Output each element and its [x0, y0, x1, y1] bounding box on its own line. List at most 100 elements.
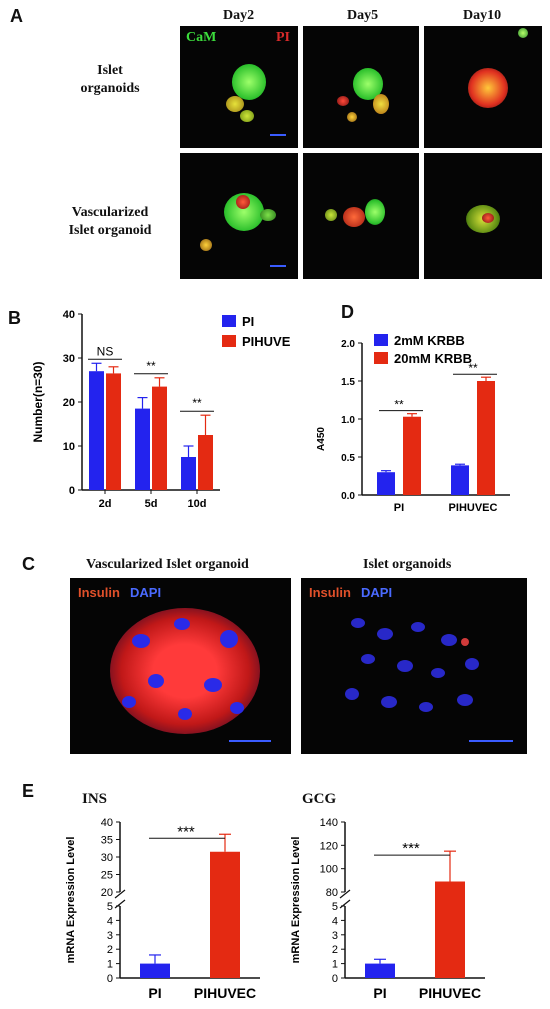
- x-tick-label: 2d: [99, 498, 112, 510]
- legend-label: PIHUVE: [242, 334, 291, 349]
- chart-e-gcg: 0 1 2 3 4 5 80 100 120 140 mRNA Expression Level PI…: [290, 817, 485, 1001]
- legend-swatch: [374, 334, 388, 346]
- y-tick-label: 40: [101, 817, 113, 829]
- nucleus: [465, 658, 479, 670]
- x-tick-label: PIHUVEC: [194, 985, 256, 1001]
- organoid-blob: [373, 94, 389, 114]
- y-tick-label: 35: [101, 835, 113, 847]
- y-tick-label: 3: [107, 930, 113, 942]
- organoid-blob: [518, 28, 528, 38]
- y-tick-label: 1.0: [341, 415, 355, 426]
- bar: [106, 373, 121, 490]
- row-label-vascularized: Vascularized Islet organoid: [68, 205, 152, 238]
- micrograph-vascularized-day5: [303, 153, 419, 279]
- y-tick-label: 1.5: [341, 377, 355, 388]
- x-tick-label: PI: [394, 502, 404, 514]
- organoid-blob: [200, 239, 212, 251]
- panel-a-letter: A: [10, 6, 23, 26]
- stain-label-insulin: Insulin: [78, 585, 120, 600]
- micrograph-vascularized-insulin: Insulin DAPI: [70, 578, 291, 754]
- y-tick-label: 0.5: [341, 453, 355, 464]
- nucleus: [220, 630, 238, 648]
- x-tick-label: 10d: [188, 498, 207, 510]
- significance-label: ***: [402, 840, 420, 857]
- significance-label: **: [394, 398, 404, 412]
- axis-break-mark: [339, 899, 351, 909]
- panel-d-letter: D: [341, 302, 354, 322]
- row-label-islet-organoids: Islet organoids: [80, 63, 140, 96]
- panel-b-letter: B: [8, 308, 21, 328]
- micrograph-islet-insulin: Insulin DAPI: [301, 578, 527, 754]
- nucleus: [377, 628, 393, 640]
- nucleus: [148, 674, 164, 688]
- panel-c-letter: C: [22, 554, 35, 574]
- bar: [89, 371, 104, 490]
- y-tick-label: 100: [320, 864, 338, 876]
- panel-c-right-title: Islet organoids: [363, 557, 452, 572]
- legend-swatch: [222, 335, 236, 347]
- stain-label-dapi: DAPI: [361, 585, 393, 600]
- nucleus: [178, 708, 192, 720]
- column-header-day10: Day10: [463, 8, 502, 23]
- significance-label: ***: [177, 823, 195, 840]
- stain-label-pi: PI: [276, 30, 290, 45]
- organoid-blob: [343, 207, 365, 227]
- organoid-blob: [482, 213, 494, 223]
- organoid-blob: [226, 96, 244, 112]
- chart-e-ins: 0 1 2 3 4 5 20 25 30 35 40 mRNA Expression Level PI P…: [65, 817, 260, 1001]
- organoid-blob: [347, 112, 357, 122]
- y-tick-label: 80: [326, 887, 338, 899]
- significance-label: **: [468, 361, 478, 375]
- chart-b: 0 10 20 30 40 Number(n=30) 2d NS 5d ** 10d ** PI PIHU…: [31, 309, 291, 510]
- x-tick-label: PIHUVEC: [449, 502, 498, 514]
- micrograph-vascularized-day10: [424, 153, 542, 279]
- y-axis-label: Number(n=30): [31, 361, 45, 442]
- x-tick-label: PI: [373, 985, 386, 1001]
- nucleus: [174, 618, 190, 630]
- legend-label: 2mM KRBB: [394, 333, 465, 348]
- panel-c-left-title: Vascularized Islet organoid: [86, 557, 249, 572]
- bar: [140, 963, 170, 978]
- nucleus: [132, 634, 150, 648]
- organoid-blob: [365, 199, 385, 225]
- nucleus: [441, 634, 457, 646]
- y-tick-label: 0: [107, 973, 113, 985]
- scale-bar: [270, 265, 286, 267]
- y-tick-label: 30: [101, 852, 113, 864]
- stain-label-cam: CaM: [186, 30, 217, 45]
- scale-bar: [229, 740, 271, 742]
- significance-label: **: [146, 359, 156, 373]
- insulin-spot: [461, 638, 469, 646]
- axis-break-mark: [114, 889, 126, 899]
- organoid-blob: [337, 96, 349, 106]
- legend-label: PI: [242, 314, 254, 329]
- y-tick-label: 30: [63, 353, 75, 365]
- panel-e-letter: E: [22, 781, 35, 801]
- bar: [210, 851, 240, 978]
- legend-swatch: [374, 352, 388, 364]
- y-tick-label: 3: [332, 930, 338, 942]
- nucleus: [351, 618, 365, 628]
- bar: [198, 435, 213, 490]
- nucleus: [122, 696, 136, 708]
- y-tick-label: 1: [107, 959, 113, 971]
- column-header-day5: Day5: [347, 8, 379, 23]
- micrograph-islet-day2: CaM PI: [180, 26, 298, 148]
- bar: [365, 963, 395, 978]
- axis-break-mark: [114, 899, 126, 909]
- y-tick-label: 0.0: [341, 491, 355, 502]
- x-tick-label: 5d: [145, 498, 158, 510]
- significance-label: **: [192, 396, 202, 410]
- y-tick-label: 1: [332, 959, 338, 971]
- y-tick-label: 2: [107, 944, 113, 956]
- nucleus: [411, 622, 425, 632]
- y-tick-label: 2.0: [341, 339, 355, 350]
- axis-break-mark: [339, 889, 351, 899]
- micrograph-vascularized-day2: [180, 153, 298, 279]
- bar: [181, 457, 196, 490]
- significance-label: NS: [97, 344, 114, 358]
- legend-label: 20mM KRBB: [394, 351, 472, 366]
- micrograph-islet-day5: [303, 26, 419, 148]
- chart-e-gcg-title: GCG: [302, 791, 337, 807]
- y-tick-label: 2: [332, 944, 338, 956]
